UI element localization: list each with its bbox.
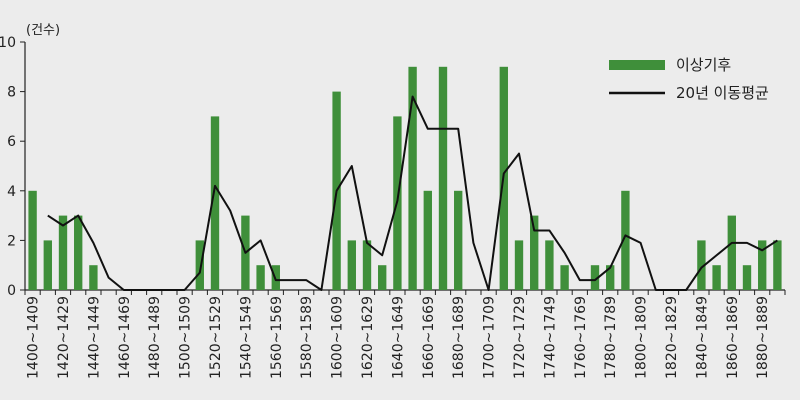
legend-bar-swatch (609, 60, 665, 70)
moving-average-line (47, 95, 778, 291)
y-tick-label: 2 (7, 233, 16, 249)
bar (530, 215, 539, 290)
bar (742, 265, 752, 290)
x-tick-label: 1460~1469 (117, 296, 133, 379)
bar (621, 190, 630, 290)
bar (28, 190, 37, 290)
bar-series (28, 66, 782, 291)
y-tick-label: 8 (7, 85, 16, 101)
bar (727, 215, 736, 290)
bar (347, 240, 356, 290)
bar (606, 265, 615, 290)
x-tick-label: 1600~1609 (330, 296, 346, 379)
legend: 이상기후 20년 이동평균 (609, 56, 769, 102)
bar (773, 240, 782, 290)
x-tick-label: 1400~1409 (26, 296, 42, 379)
bar (423, 190, 432, 290)
x-tick-label: 1480~1489 (147, 296, 163, 379)
legend-line-label: 20년 이동평균 (676, 84, 769, 102)
x-tick-label: 1820~1829 (664, 296, 680, 379)
x-tick-labels: 1400~1409 1420~1429 1440~1449 1460~1469 1480… (26, 296, 772, 379)
bar (545, 240, 554, 290)
bar (712, 265, 721, 290)
bar (362, 240, 372, 290)
x-tick-label: 1700~1709 (482, 296, 498, 379)
x-tick-label: 1500~1509 (178, 296, 194, 379)
x-tick-label: 1880~1889 (755, 296, 771, 379)
x-tick-label: 1860~1869 (725, 296, 741, 379)
x-tick-label: 1780~1789 (603, 296, 619, 379)
line-series (47, 95, 778, 291)
bar (408, 66, 417, 290)
bar (43, 240, 52, 290)
x-tick-label: 1440~1449 (86, 296, 102, 379)
bar (378, 265, 387, 290)
bar (89, 265, 98, 290)
bar (210, 116, 220, 291)
bar (438, 66, 448, 290)
x-tick-label: 1640~1649 (390, 296, 406, 379)
x-tick-label: 1560~1569 (269, 296, 285, 379)
bar (514, 240, 524, 290)
x-tick-label: 1520~1529 (208, 296, 224, 379)
bar (590, 265, 600, 290)
bar (560, 265, 569, 290)
x-tick-label: 1840~1849 (694, 296, 710, 379)
bar (454, 190, 463, 290)
y-tick-label: 6 (7, 134, 16, 150)
bar (758, 240, 767, 290)
x-tick-label: 1620~1629 (360, 296, 376, 379)
bar (697, 240, 706, 290)
legend-bar-label: 이상기후 (676, 56, 731, 74)
x-tick-label: 1680~1689 (451, 296, 467, 379)
x-tick-label: 1720~1729 (512, 296, 528, 379)
x-tick-label: 1800~1809 (634, 296, 650, 379)
x-tick-label: 1540~1549 (238, 296, 254, 379)
x-tick-label: 1760~1769 (573, 296, 589, 379)
bar (256, 265, 265, 290)
bar (195, 240, 204, 290)
y-unit-label: (건수) (26, 23, 60, 38)
x-tick-label: 1580~1589 (299, 296, 315, 379)
bar (58, 215, 68, 290)
y-tick-label: 10 (0, 35, 16, 51)
y-tick-label: 0 (7, 283, 16, 299)
axes: 0 2 4 6 8 10 (0, 35, 786, 299)
bar (74, 215, 83, 290)
y-tick-label: 4 (7, 184, 16, 200)
x-tick-label: 1740~1749 (542, 296, 558, 379)
x-tick-label: 1660~1669 (421, 296, 437, 379)
x-tick-label: 1420~1429 (56, 296, 72, 379)
